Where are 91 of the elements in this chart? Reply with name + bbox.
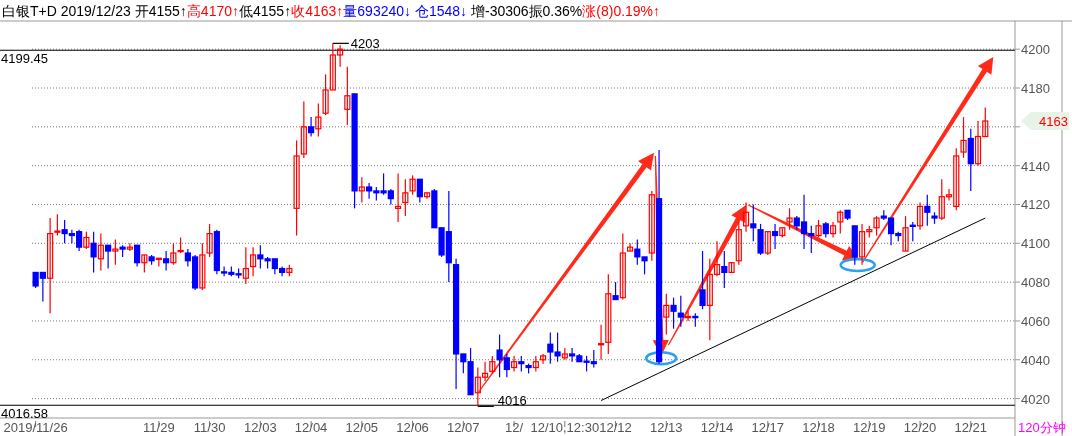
candlestick (206, 223, 213, 258)
candlestick (134, 244, 141, 268)
candlestick (663, 293, 670, 336)
candlestick (605, 273, 612, 355)
chart-title: 白银T+D 2019/12/23 (2, 3, 135, 19)
x-tick-label: 12/14 (700, 420, 734, 435)
candlestick (677, 295, 684, 328)
candlestick (293, 139, 300, 237)
candlestick (670, 297, 677, 330)
candlestick (626, 242, 634, 252)
x-tick-label: 12/06 (396, 420, 429, 435)
text: 增-30306 (469, 3, 529, 19)
candlestick (315, 102, 322, 138)
x-tick-label: 12/18 (802, 420, 835, 435)
candlestick (300, 100, 307, 159)
x-tick-label: 12/20 (903, 420, 937, 435)
x-tick-label: 11/29 (143, 420, 175, 435)
candlestick (829, 221, 837, 239)
x-tick-label: 12/03 (244, 420, 277, 435)
text: 开4155↑ (134, 3, 187, 19)
y-tick-label: 4020 (1021, 391, 1050, 407)
x-tick-label: 11/30 (193, 420, 226, 435)
annotation: 4016 (497, 393, 527, 409)
x-tick-label: 12/13 (650, 420, 683, 435)
candlestick (199, 242, 206, 291)
x-tick-label: 12/ (505, 420, 524, 435)
candlestick (409, 174, 416, 196)
text: 量693240↓ (343, 3, 415, 19)
candlestick (742, 201, 750, 233)
candlestick (750, 203, 757, 242)
text: 低4155↑ (239, 3, 292, 19)
x-tick-label: 12/21 (954, 420, 988, 435)
candlestick (699, 250, 706, 310)
candlestick (771, 223, 779, 250)
x-tick-label: 12/04 (294, 420, 328, 435)
candlestick (97, 232, 104, 272)
candlestick (402, 178, 409, 217)
candlestick (358, 176, 365, 204)
text: 4163 (1039, 114, 1068, 129)
candlestick (126, 242, 133, 252)
candlestick (510, 355, 518, 373)
candlestick (960, 116, 967, 159)
text: 收4163↑ (291, 3, 344, 19)
x-tick-label: 12/10,12:30 (530, 420, 600, 435)
y-tick-label: 4060 (1021, 313, 1050, 329)
ref-line-label: 4199.45 (1, 51, 48, 67)
y-tick-label: 4040 (1021, 352, 1050, 368)
y-tick-label: 4200 (1021, 42, 1050, 58)
candlestick (170, 242, 177, 266)
candlestick (539, 353, 547, 365)
x-tick-label: 2019/11/26 (3, 420, 68, 435)
candlestick (837, 209, 844, 235)
candlestick (916, 201, 924, 231)
candlestick (105, 244, 112, 270)
candlestick (90, 231, 97, 274)
candlestick (619, 232, 626, 301)
x-tick-label: 12/07 (447, 420, 480, 435)
candlestick (735, 221, 742, 266)
annotation: 4203 (350, 36, 380, 52)
y-tick-label: 4100 (1021, 236, 1050, 252)
y-tick-label: 4120 (1021, 197, 1050, 213)
candlestick (786, 207, 793, 231)
candlestick (764, 231, 771, 256)
x-tick-label: 12/19 (853, 420, 886, 435)
ref-line-label: 4016.58 (1, 406, 48, 422)
candlestick (250, 246, 257, 277)
x-tick-label: 12/17 (751, 420, 785, 435)
candlestick (873, 215, 880, 237)
y-tick-label: 4180 (1021, 81, 1050, 96)
text: 振0.36% (528, 3, 583, 19)
candlestick (112, 238, 119, 266)
candlestick (308, 116, 315, 138)
text: 涨(8)0.19%↑ (582, 3, 661, 19)
candlestick (47, 217, 54, 314)
x-tick-label: 12/05 (345, 420, 379, 435)
candlestick (924, 194, 931, 227)
candlestick (416, 178, 423, 204)
candlestick (344, 66, 351, 126)
candlestick (648, 190, 655, 262)
y-tick-label: 4140 (1021, 158, 1050, 174)
candlestick (257, 244, 264, 270)
text: 高4170↑ (186, 3, 239, 19)
x-tick-label: 12/12 (599, 420, 632, 435)
candlestick (902, 215, 909, 252)
candlestick (163, 250, 170, 272)
candlestick (721, 250, 728, 289)
text: 仓1548↓ (414, 3, 471, 19)
y-tick-label: 4080 (1021, 275, 1050, 291)
x-axis-title: 120分钟 (1018, 420, 1066, 435)
candlestick (242, 246, 249, 285)
candlestick (54, 213, 61, 237)
